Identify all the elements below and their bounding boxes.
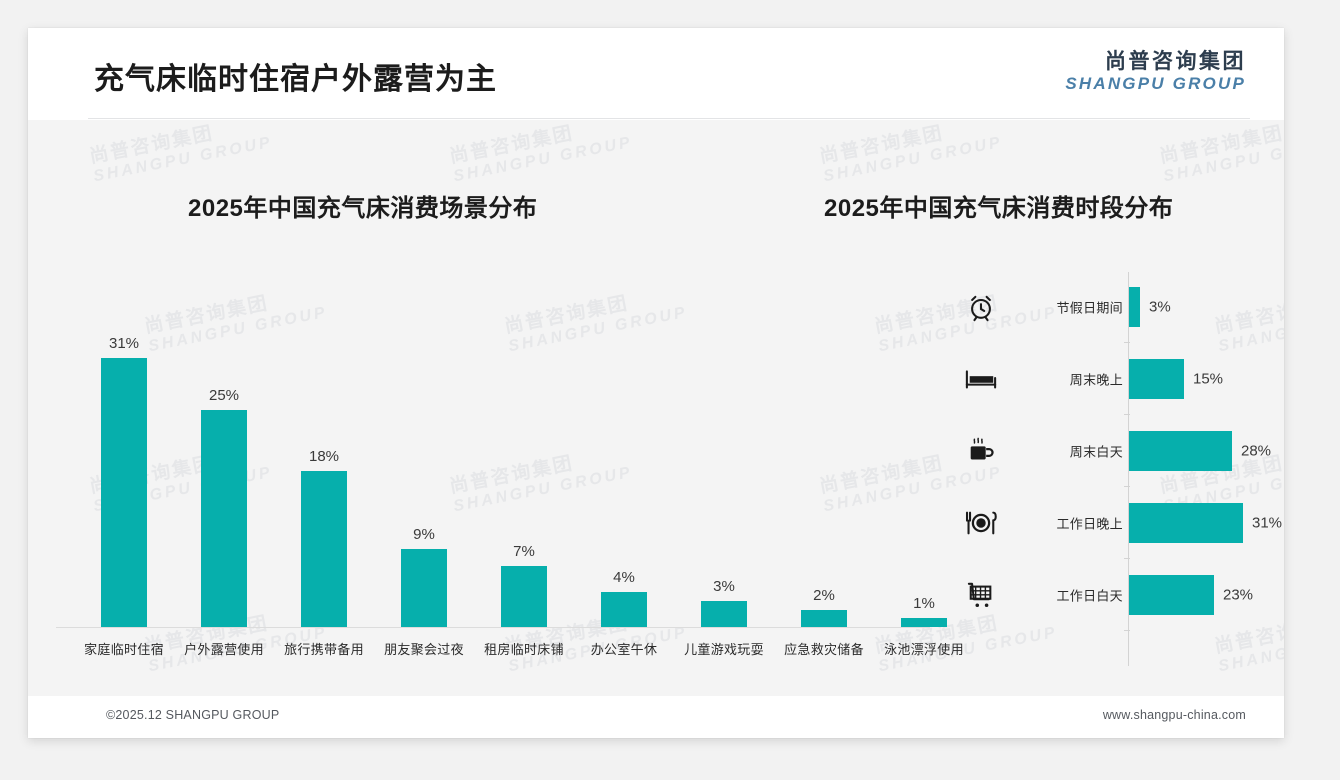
column-category-label: 家庭临时住宿 xyxy=(84,642,164,657)
bar-fill[interactable] xyxy=(1129,359,1184,399)
column-value-label: 18% xyxy=(308,448,340,465)
page-title: 充气床临时住宿户外露营为主 xyxy=(94,63,497,96)
bar-fill[interactable] xyxy=(1129,431,1232,471)
bar-axis-tick xyxy=(1124,342,1130,343)
column-category-label: 租房临时床铺 xyxy=(484,642,564,657)
column-value-label: 9% xyxy=(413,526,435,543)
scenario-column-chart: 31% 家庭临时住宿 25% 户外露营使用 18% 旅行携带备用 9% 朋友聚会过夜 7% 租房临… xyxy=(48,270,964,680)
column-value-label: 4% xyxy=(613,569,635,586)
header-divider xyxy=(88,118,1250,119)
bar-row: 节假日期间 3% xyxy=(958,276,1268,338)
column-group: 7% 租房临时床铺 xyxy=(474,270,574,680)
brand-logo: 尚普咨询集团 SHANGPU GROUP xyxy=(1065,50,1246,94)
column-value-label: 3% xyxy=(713,578,735,595)
column-category-label: 旅行携带备用 xyxy=(284,642,364,657)
column-value-label: 2% xyxy=(813,587,835,604)
column-group: 2% 应急救灾储备 xyxy=(774,270,874,680)
column-bar[interactable] xyxy=(601,592,647,627)
column-bar[interactable] xyxy=(301,471,347,627)
column-category-label: 泳池漂浮使用 xyxy=(884,642,964,657)
bar-row: 工作日晚上 31% xyxy=(958,492,1282,554)
column-group: 31% 家庭临时住宿 xyxy=(74,270,174,680)
column-value-label: 7% xyxy=(513,543,535,560)
column-group: 18% 旅行携带备用 xyxy=(274,270,374,680)
bar-category-label: 工作日白天 xyxy=(1056,588,1123,604)
column-value-label: 31% xyxy=(108,335,140,352)
column-bar[interactable] xyxy=(901,618,947,627)
slide-body: 2025年中国充气床消费场景分布 2025年中国充气床消费时段分布 31% 家庭临… xyxy=(28,120,1284,708)
bar-category-label: 周末晚上 xyxy=(1069,372,1123,388)
shopping-cart-icon xyxy=(964,578,998,612)
bar-axis-tick xyxy=(1124,558,1130,559)
bar-row: 周末晚上 15% xyxy=(958,348,1268,410)
bar-value-label: 15% xyxy=(1193,370,1224,388)
column-category-label: 办公室午休 xyxy=(590,642,658,657)
coffee-cup-icon xyxy=(964,434,998,468)
bar-row: 周末白天 28% xyxy=(958,420,1272,482)
column-category-label: 应急救灾储备 xyxy=(784,642,864,657)
timeslot-bar-chart: 节假日期间 3% 周末晚上 15% 周末白天 28% 工作日晚上 31% 工作日白天 23% xyxy=(958,270,1282,670)
column-bar[interactable] xyxy=(801,610,847,627)
bar-fill[interactable] xyxy=(1129,287,1140,327)
column-group: 9% 朋友聚会过夜 xyxy=(374,270,474,680)
brand-name-en: SHANGPU GROUP xyxy=(1065,74,1246,94)
column-bar[interactable] xyxy=(401,549,447,627)
column-group: 4% 办公室午休 xyxy=(574,270,674,680)
column-bar[interactable] xyxy=(701,601,747,627)
meal-plate-icon xyxy=(964,506,998,540)
bar-category-label: 节假日期间 xyxy=(1056,300,1123,316)
bar-fill[interactable] xyxy=(1129,503,1243,543)
alarm-clock-icon xyxy=(964,290,998,324)
column-chart-baseline xyxy=(56,627,930,628)
bar-value-label: 23% xyxy=(1223,586,1254,604)
bar-row: 工作日白天 23% xyxy=(958,564,1268,626)
column-category-label: 儿童游戏玩耍 xyxy=(684,642,764,657)
column-value-label: 1% xyxy=(913,595,935,612)
slide-footer: ©2025.12 SHANGPU GROUP www.shangpu-china… xyxy=(28,696,1284,738)
bed-icon xyxy=(964,362,998,396)
column-category-label: 户外露营使用 xyxy=(184,642,264,657)
column-bar[interactable] xyxy=(101,358,147,627)
column-group: 1% 泳池漂浮使用 xyxy=(874,270,974,680)
chart-title-scenario: 2025年中国充气床消费场景分布 xyxy=(188,195,538,222)
column-group: 25% 户外露营使用 xyxy=(174,270,274,680)
bar-axis-tick xyxy=(1124,630,1130,631)
bar-value-label: 31% xyxy=(1252,514,1283,532)
chart-title-timeslot: 2025年中国充气床消费时段分布 xyxy=(824,195,1174,222)
bar-axis-tick xyxy=(1124,414,1130,415)
bar-fill[interactable] xyxy=(1129,575,1214,615)
bar-axis-tick xyxy=(1124,486,1130,487)
footer-website[interactable]: www.shangpu-china.com xyxy=(1102,708,1246,722)
footer-copyright: ©2025.12 SHANGPU GROUP xyxy=(106,708,280,722)
column-group: 3% 儿童游戏玩耍 xyxy=(674,270,774,680)
bar-category-label: 工作日晚上 xyxy=(1056,516,1123,532)
bar-category-label: 周末白天 xyxy=(1069,444,1123,460)
column-bar[interactable] xyxy=(201,410,247,627)
slide-card: 尚普咨询集团 SHANGPU GROUP 尚普咨询集团 SHANGPU GROUP 尚普… xyxy=(28,28,1284,738)
column-value-label: 25% xyxy=(208,387,240,404)
bar-chart-axis xyxy=(1128,272,1129,666)
bar-value-label: 28% xyxy=(1241,442,1272,460)
column-bar[interactable] xyxy=(501,566,547,627)
brand-name-cn: 尚普咨询集团 xyxy=(1105,50,1246,73)
bar-value-label: 3% xyxy=(1149,298,1171,316)
column-category-label: 朋友聚会过夜 xyxy=(384,642,464,657)
slide-header: 充气床临时住宿户外露营为主 尚普咨询集团 SHANGPU GROUP xyxy=(28,28,1284,120)
